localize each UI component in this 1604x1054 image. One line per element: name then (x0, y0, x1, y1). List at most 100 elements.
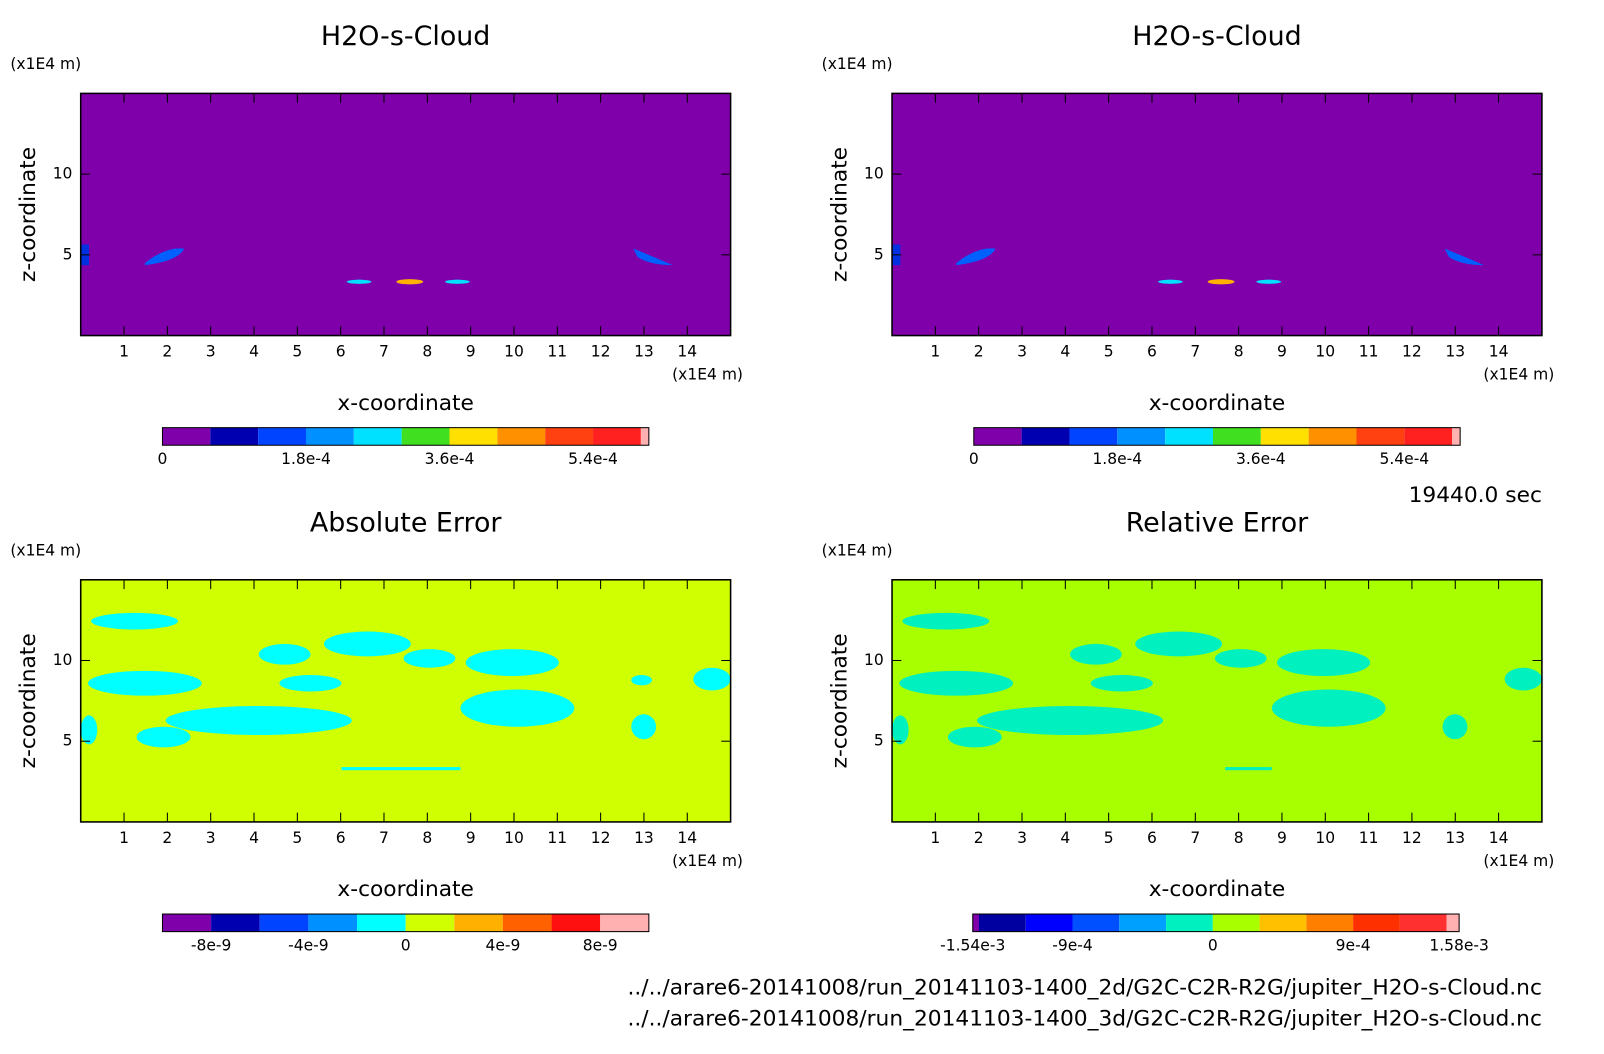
colorbar-segment (210, 427, 259, 446)
x-tick-label: 7 (379, 343, 389, 361)
chart-title: H2O-s-Cloud (1132, 21, 1301, 52)
colorbar-segment (502, 914, 552, 932)
colorbar-segment (308, 914, 358, 932)
x-tick-label: 4 (249, 829, 259, 847)
blob (1207, 279, 1235, 285)
colorbar-tick-label: 0 (1208, 937, 1218, 955)
blob (633, 248, 673, 266)
blob (346, 279, 372, 284)
file-path: ../../arare6-20141008/run_20141103-1400_… (628, 1007, 1542, 1032)
blob (396, 279, 424, 285)
x-tick-label: 9 (1277, 829, 1287, 847)
colorbar-segment (454, 914, 503, 932)
colorbar-segment (972, 914, 979, 932)
colorbar-segment (551, 914, 601, 932)
x-tick-label: 1 (119, 829, 129, 847)
x-tick-label: 1 (930, 343, 940, 361)
colorbar-tick-label: 0 (969, 450, 979, 468)
y-tick-label: 5 (874, 245, 884, 263)
colorbar-segment (1069, 427, 1118, 446)
error-blobs (80, 612, 731, 771)
colorbar-segment (1353, 914, 1400, 932)
y-unit: (x1E4 m) (10, 541, 81, 559)
colorbar-tick-label: 0 (158, 450, 168, 468)
x-tick-label: 9 (1277, 343, 1287, 361)
x-tick-label: 14 (677, 343, 697, 361)
plot-frame (79, 579, 732, 823)
colorbar-segment (1117, 427, 1166, 446)
colorbar-segment (1212, 914, 1260, 932)
colorbar-tick-label: 0 (401, 937, 411, 955)
blob (1256, 279, 1282, 284)
colorbar-segment (600, 914, 649, 932)
y-tick-label: 10 (53, 651, 73, 669)
colorbar-tick-label: -8e-9 (191, 937, 232, 955)
colorbar-segment (1308, 427, 1357, 446)
y-tick-label: 5 (63, 245, 73, 263)
field-background (80, 93, 731, 336)
x-tick-label: 14 (677, 829, 697, 847)
x-tick-label: 10 (504, 829, 524, 847)
x-tick-label: 11 (1359, 343, 1379, 361)
x-tick-label: 2 (162, 343, 172, 361)
y-tick-label: 5 (874, 732, 884, 750)
y-axis-label: z-coordinate (16, 633, 41, 768)
colorbar-segment (640, 427, 649, 446)
x-tick-label: 2 (162, 829, 172, 847)
x-tick-label: 10 (1315, 343, 1335, 361)
colorbar-segment (305, 427, 354, 446)
x-tick-label: 7 (379, 829, 389, 847)
file-path: ../../arare6-20141008/run_20141103-1400_… (628, 976, 1542, 1001)
blob (1157, 279, 1183, 284)
colorbar-segment (1072, 914, 1120, 932)
colorbar-tick-label: 5.4e-4 (568, 450, 618, 468)
colorbar-segment (162, 427, 211, 446)
y-tick-label: 10 (53, 165, 73, 183)
colorbar-frame (161, 427, 650, 446)
plot-frame (891, 579, 1543, 823)
colorbar-tick-label: 3.6e-4 (1236, 450, 1286, 468)
x-tick-label: 12 (591, 343, 611, 361)
x-axis-label: x-coordinate (337, 877, 474, 902)
x-tick-label: 5 (1104, 343, 1114, 361)
colorbar-frame (973, 427, 1461, 446)
plot-frame (79, 92, 732, 337)
x-tick-label: 5 (292, 343, 302, 361)
x-tick-label: 14 (1489, 343, 1509, 361)
colorbar-tick-label: 5.4e-4 (1379, 450, 1429, 468)
colorbar-segment (1166, 914, 1213, 932)
colorbar-segment (1399, 914, 1447, 932)
x-tick-label: 1 (930, 829, 940, 847)
x-unit: (x1E4 m) (672, 852, 743, 870)
colorbar-tick-label: -4e-9 (288, 937, 329, 955)
x-tick-label: 5 (292, 829, 302, 847)
colorbar-segment (973, 427, 1022, 446)
x-tick-label: 8 (422, 829, 432, 847)
colorbar-segment (162, 914, 212, 932)
field-background (80, 579, 731, 822)
colorbar-tick-label: -9e-4 (1052, 937, 1093, 955)
time-label: 19440.0 sec (1409, 483, 1542, 508)
x-tick-label: 11 (547, 343, 567, 361)
x-tick-label: 8 (1234, 343, 1244, 361)
field-shapes (80, 244, 1542, 771)
x-unit: (x1E4 m) (672, 365, 743, 383)
colorbar-segment (1356, 427, 1405, 446)
x-tick-label: 12 (591, 829, 611, 847)
x-tick-label: 10 (1315, 829, 1335, 847)
colorbar-tick-label: 9e-4 (1336, 937, 1371, 955)
colorbar-segment (211, 914, 260, 932)
field-background (892, 579, 1542, 822)
cloud-blobs (892, 244, 1484, 285)
x-axis-label: x-coordinate (1149, 877, 1286, 902)
colorbar-tick-label: 8e-9 (583, 937, 618, 955)
x-tick-label: 7 (1190, 829, 1200, 847)
colorbar-segment (1446, 914, 1460, 932)
colorbar-tick-label: 4e-9 (485, 937, 520, 955)
colorbar-tick-label: 1.8e-4 (1092, 450, 1142, 468)
x-tick-label: 3 (206, 829, 216, 847)
colorbar-frame (161, 913, 650, 933)
colorbar-frame (972, 913, 1460, 933)
x-tick-label: 3 (1017, 829, 1027, 847)
field-background (892, 93, 1542, 336)
